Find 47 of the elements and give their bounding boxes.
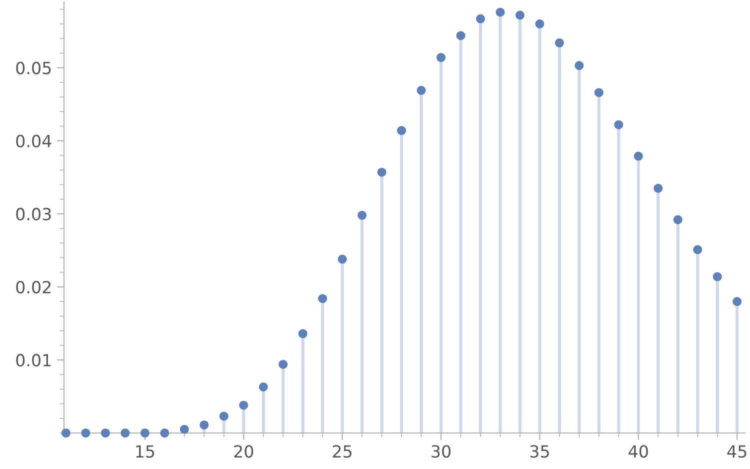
point — [673, 215, 682, 224]
x-tick-label: 25 — [332, 445, 352, 458]
point — [397, 126, 406, 136]
point — [377, 168, 386, 177]
point — [416, 86, 426, 95]
point — [732, 296, 742, 306]
y-tick-label: 0.04 — [16, 134, 52, 148]
x-tick-label: 15 — [136, 445, 154, 458]
point — [693, 245, 702, 254]
y-tick-label: 0.02 — [16, 280, 51, 294]
point — [120, 428, 130, 438]
x-tick-label: 45 — [727, 445, 746, 458]
x-tick-label: 40 — [628, 445, 648, 458]
point — [594, 88, 604, 98]
point — [574, 61, 584, 70]
point — [338, 254, 347, 264]
y-tick-label: 0.03 — [16, 208, 51, 220]
x-tick-label: 30 — [432, 445, 451, 458]
point — [140, 428, 150, 438]
x-tick-label: 35 — [530, 445, 549, 458]
point — [654, 184, 663, 193]
point — [554, 38, 564, 48]
point — [278, 360, 288, 369]
point — [456, 31, 466, 40]
point — [535, 19, 544, 28]
point — [100, 428, 110, 438]
point — [81, 428, 90, 438]
point — [258, 382, 268, 392]
y-tick-label: 0.01 — [16, 354, 51, 367]
point — [515, 10, 524, 20]
point — [180, 424, 189, 434]
point — [614, 120, 624, 130]
point — [634, 152, 643, 161]
point — [476, 14, 486, 24]
point — [358, 210, 367, 220]
point — [200, 420, 209, 430]
point — [436, 53, 446, 62]
point — [318, 294, 328, 304]
point — [496, 8, 505, 17]
point — [160, 428, 170, 438]
point — [219, 412, 228, 421]
point — [298, 329, 308, 338]
y-tick-label: 0.05 — [16, 62, 51, 74]
point — [712, 272, 722, 282]
point — [61, 428, 70, 438]
point — [239, 400, 248, 410]
x-tick-label: 20 — [234, 445, 254, 458]
